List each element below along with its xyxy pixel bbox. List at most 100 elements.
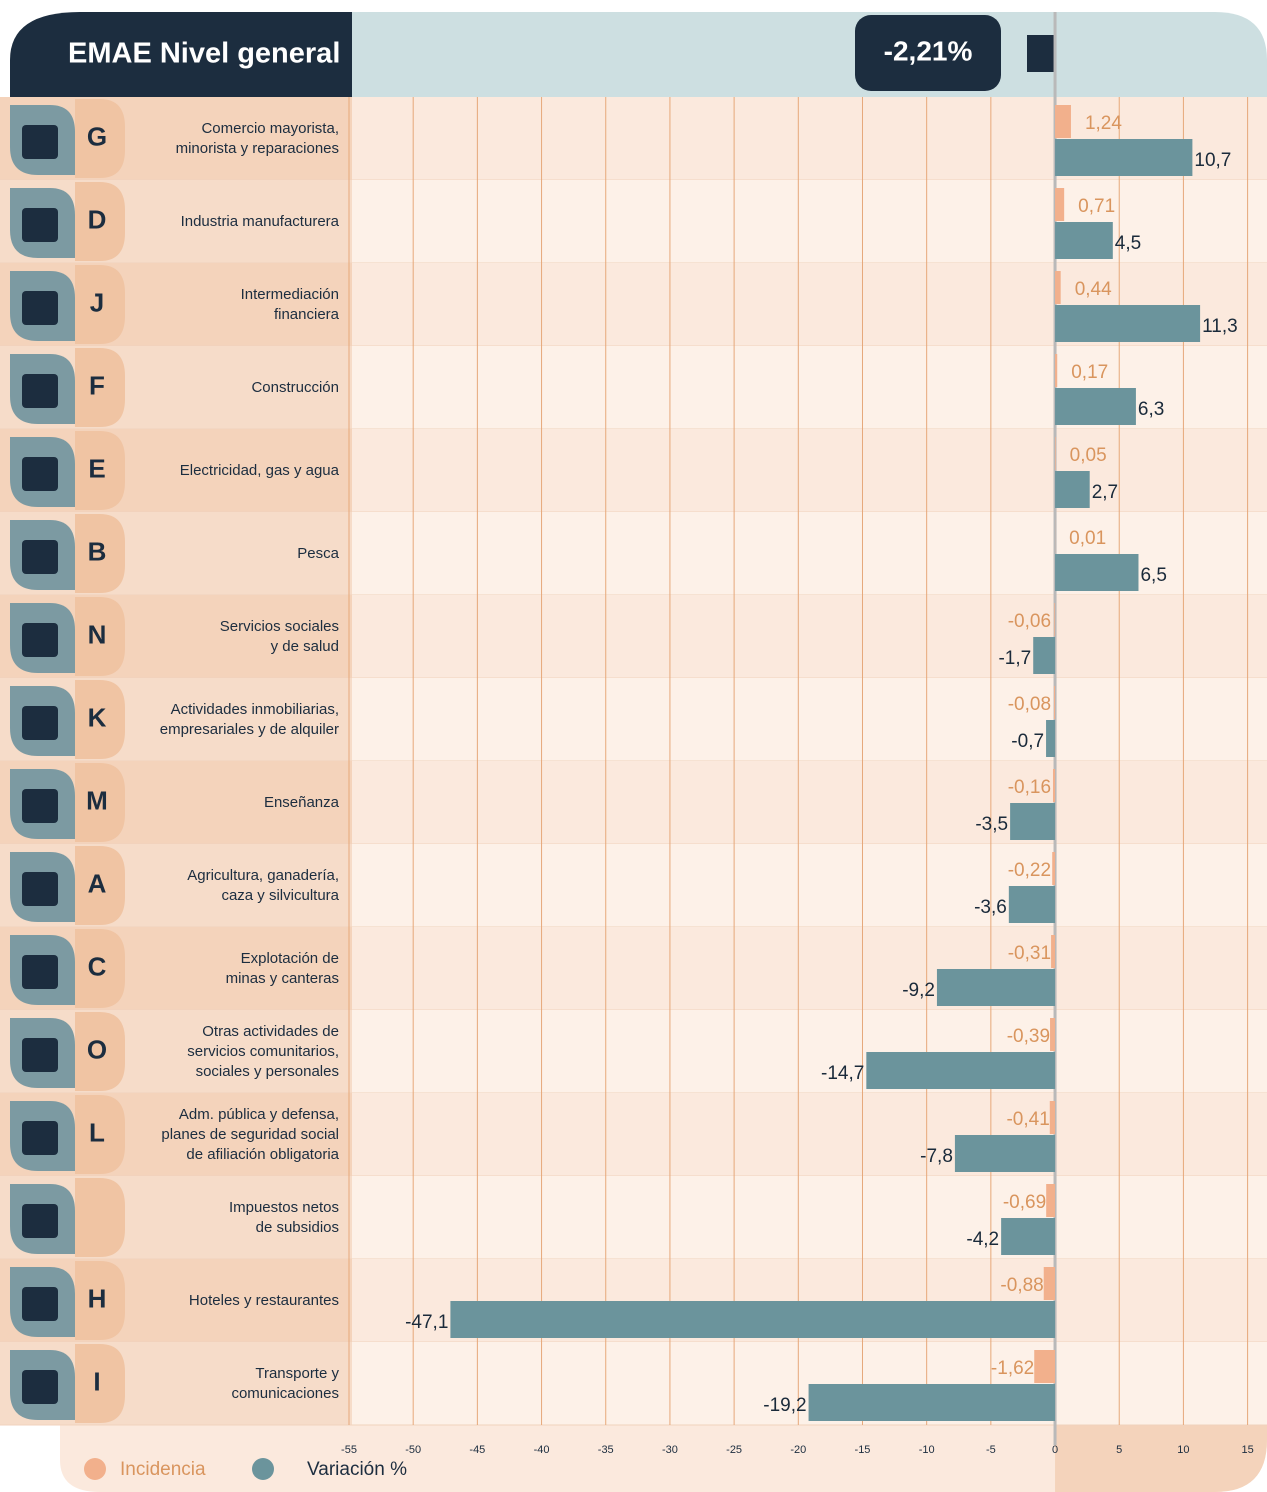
header-right — [352, 12, 1267, 97]
icon-detail — [22, 374, 58, 408]
value-label: 11,3 — [1202, 316, 1238, 337]
value-label: -3,6 — [974, 897, 1007, 918]
bar — [1055, 305, 1200, 342]
value-label: 0,71 — [1078, 196, 1115, 217]
bar — [1054, 603, 1055, 636]
legend-swatch — [252, 1458, 274, 1480]
bar — [1055, 354, 1057, 387]
legend-swatch — [84, 1458, 106, 1480]
icon-detail — [22, 457, 58, 491]
category-code: B — [88, 536, 107, 566]
x-tick-label: -50 — [405, 1444, 421, 1456]
x-tick-label: 5 — [1116, 1444, 1122, 1456]
value-label: -9,2 — [902, 980, 935, 1001]
row-bg — [352, 844, 1267, 927]
icon-detail — [22, 125, 58, 159]
category-code: H — [88, 1283, 107, 1313]
category-code: N — [88, 619, 107, 649]
icon-detail — [22, 789, 58, 823]
value-label: -0,06 — [1008, 611, 1051, 632]
value-label: -0,88 — [1000, 1275, 1043, 1296]
x-tick-label: -55 — [341, 1444, 357, 1456]
legend-label: Incidencia — [120, 1459, 206, 1480]
x-tick-label: -5 — [986, 1444, 996, 1456]
bar — [937, 969, 1055, 1006]
value-label: -0,08 — [1008, 694, 1051, 715]
row-bg — [352, 595, 1267, 678]
icon-detail — [22, 1204, 58, 1238]
annotation: -2,21% — [884, 35, 973, 66]
category-code: I — [93, 1366, 100, 1396]
axis-band-pos — [1055, 1425, 1267, 1492]
value-label: 1,24 — [1085, 113, 1122, 134]
value-label: -0,16 — [1008, 777, 1051, 798]
bar — [1055, 139, 1192, 176]
category-label: Construcción — [120, 378, 339, 398]
value-label: -0,31 — [1008, 943, 1051, 964]
category-label: Electricidad, gas y agua — [120, 461, 339, 481]
category-label: Impuestos netos de subsidios — [120, 1198, 339, 1238]
code-tab — [75, 1178, 125, 1257]
chart-title: EMAE Nivel general — [68, 38, 340, 70]
category-label: Enseñanza — [120, 793, 339, 813]
bar — [1055, 105, 1071, 138]
bar — [1033, 637, 1055, 674]
bar — [1054, 686, 1055, 719]
bar — [1055, 437, 1056, 470]
category-label: Industria manufacturera — [120, 212, 339, 232]
category-label: Intermediación financiera — [120, 285, 339, 325]
marker — [1027, 35, 1055, 72]
bar — [1046, 720, 1055, 757]
x-tick-label: -30 — [662, 1444, 678, 1456]
bar — [1050, 1101, 1055, 1134]
category-code: G — [87, 121, 107, 151]
legend-label: Variación % — [307, 1459, 407, 1480]
row-bg — [352, 429, 1267, 512]
value-label: -4,2 — [966, 1229, 999, 1250]
value-label: -1,62 — [991, 1358, 1034, 1379]
bar — [1044, 1267, 1055, 1300]
row-bg — [352, 1093, 1267, 1176]
bar — [1009, 886, 1055, 923]
category-code: O — [87, 1034, 107, 1064]
category-code: K — [88, 702, 107, 732]
bar — [1046, 1184, 1055, 1217]
x-tick-label: -25 — [726, 1444, 742, 1456]
value-label: 0,44 — [1075, 279, 1112, 300]
value-label: 0,17 — [1071, 362, 1108, 383]
value-label: -47,1 — [405, 1312, 448, 1333]
icon-detail — [22, 1121, 58, 1155]
value-label: -1,7 — [998, 648, 1031, 669]
icon-detail — [22, 1287, 58, 1321]
value-label: 4,5 — [1115, 233, 1141, 254]
x-tick-label: -10 — [919, 1444, 935, 1456]
x-tick-label: 10 — [1177, 1444, 1189, 1456]
icon-detail — [22, 872, 58, 906]
bar — [1055, 554, 1138, 591]
category-code: F — [89, 370, 105, 400]
value-label: 6,5 — [1140, 565, 1166, 586]
icon-detail — [22, 1370, 58, 1404]
value-label: 10,7 — [1194, 150, 1231, 171]
category-label: Agricultura, ganadería, caza y silvicult… — [120, 866, 339, 906]
bar — [1055, 388, 1136, 425]
x-tick-label: -40 — [534, 1444, 550, 1456]
category-label: Transporte y comunicaciones — [120, 1364, 339, 1404]
value-label: -0,39 — [1007, 1026, 1050, 1047]
x-tick-label: -20 — [790, 1444, 806, 1456]
category-label: Explotación de minas y canteras — [120, 949, 339, 989]
bar — [809, 1384, 1055, 1421]
icon-detail — [22, 706, 58, 740]
bar — [1055, 471, 1090, 508]
bar — [1055, 271, 1061, 304]
x-tick-label: 0 — [1052, 1444, 1058, 1456]
category-code: M — [86, 785, 108, 815]
category-label: Hoteles y restaurantes — [120, 1291, 339, 1311]
category-code: E — [88, 453, 105, 483]
bar — [1034, 1350, 1055, 1383]
icon-detail — [22, 540, 58, 574]
bar — [1053, 769, 1055, 802]
row-bg — [352, 1010, 1267, 1093]
category-label: Actividades inmobiliarias, empresariales… — [120, 700, 339, 740]
category-code: D — [88, 204, 107, 234]
